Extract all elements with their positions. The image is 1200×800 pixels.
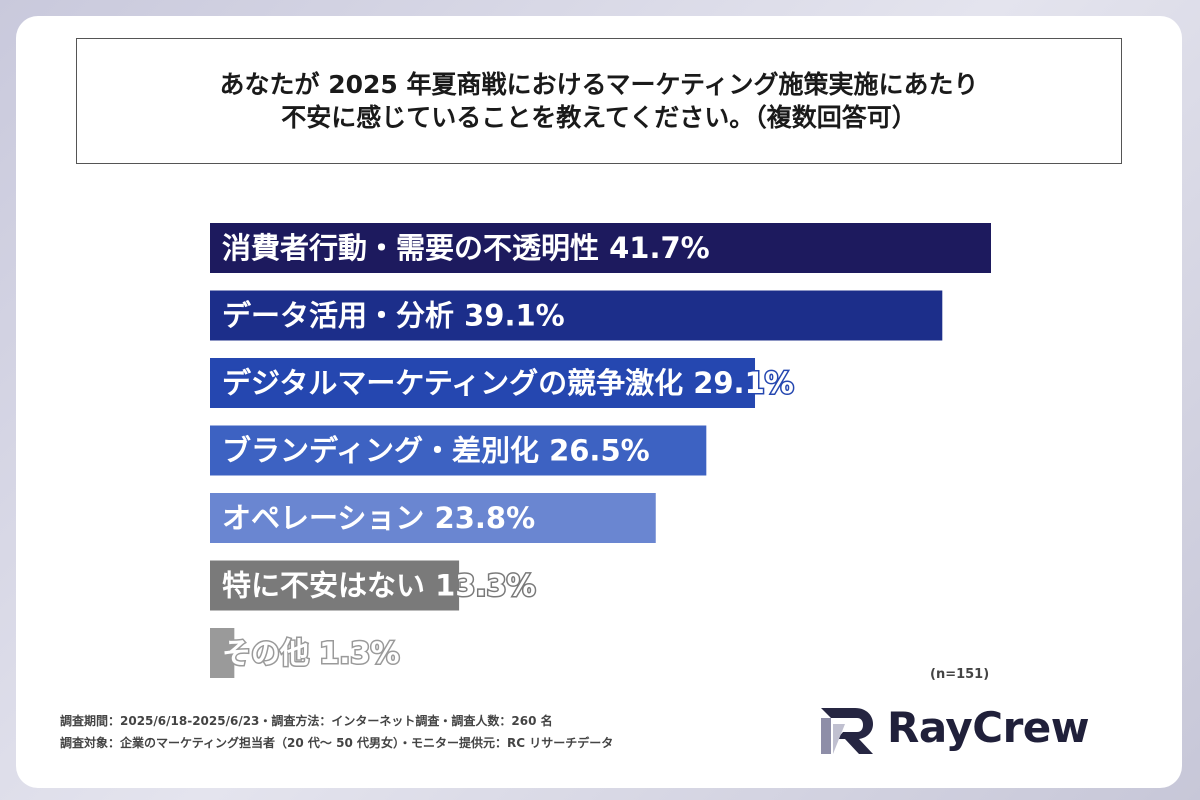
sample-size-label: (n=151): [930, 667, 989, 682]
survey-footer: 調査期間：2025/6/18-2025/6/23・調査方法：インターネット調査・…: [60, 710, 613, 754]
bar-label-7: その他 1.3%: [222, 636, 400, 670]
survey-period-line: 調査期間：2025/6/18-2025/6/23・調査方法：インターネット調査・…: [60, 714, 553, 728]
bar-label-6: 特に不安はない 13.3%: [222, 569, 536, 603]
bar-label-2: データ活用・分析 39.1%: [222, 299, 565, 333]
question-title-line-2: 不安に感じていることを教えてください。（複数回答可）: [281, 103, 917, 132]
bar-label-4: ブランディング・差別化 26.5%: [222, 434, 650, 468]
bar-7: [210, 628, 235, 678]
raycrew-logo-mark-icon: [821, 708, 873, 754]
question-title-line-1: あなたが 2025 年夏商戦におけるマーケティング施策実施にあたり: [219, 70, 979, 99]
bar-label-3: デジタルマーケティングの競争激化 29.1%: [222, 366, 794, 400]
bar-2: [210, 290, 943, 341]
bar-5: [210, 493, 656, 543]
bar-4: [210, 425, 707, 476]
bar-1: [210, 223, 991, 273]
survey-target-line: 調査対象：企業のマーケティング担当者（20 代～ 50 代男女）・モニター提供元…: [60, 736, 614, 750]
logo-wordmark: RayCrew: [887, 702, 1090, 752]
raycrew-logo: RayCrew: [815, 694, 1115, 760]
bar-label-5: オペレーション 23.8%: [222, 501, 535, 535]
bar-label-1: 消費者行動・需要の不透明性 41.7%: [222, 231, 710, 265]
bar-3: [210, 358, 756, 408]
bar-6: [210, 560, 460, 611]
question-title-box: あなたが 2025 年夏商戦におけるマーケティング施策実施にあたり 不安に感じて…: [76, 38, 1122, 164]
